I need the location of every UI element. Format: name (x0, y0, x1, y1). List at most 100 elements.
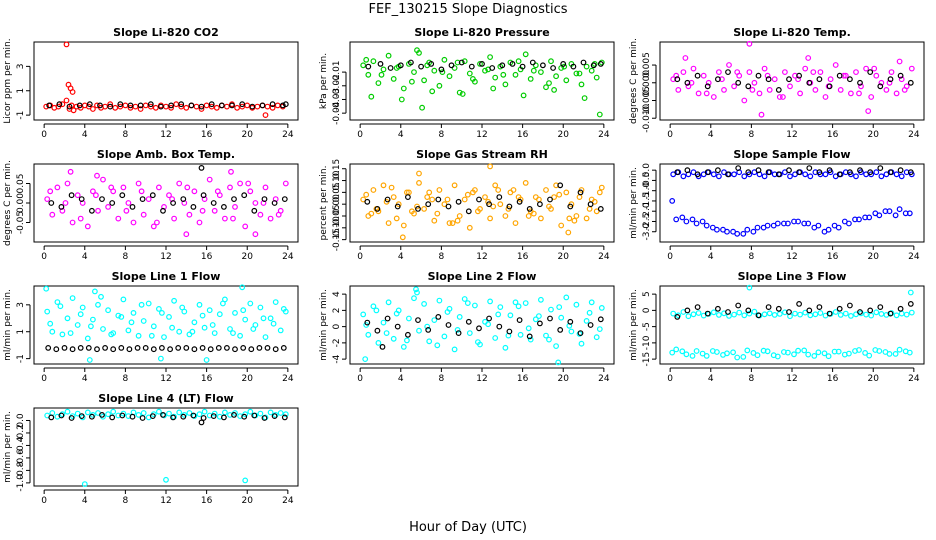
y-axis-label: ml/min per min. (629, 289, 639, 361)
point-colored (492, 182, 499, 189)
point-black (847, 169, 853, 176)
point-black (587, 322, 594, 328)
point-black (435, 314, 442, 320)
point-colored (223, 103, 230, 110)
point-black (66, 103, 73, 110)
point-colored (841, 218, 848, 225)
point-black (684, 167, 691, 174)
point-black (208, 101, 215, 108)
point-black (435, 196, 442, 203)
point-colored (69, 295, 76, 302)
point-black (117, 101, 124, 108)
point-colored (84, 409, 91, 416)
point-black (479, 61, 485, 67)
point-colored (57, 303, 64, 310)
point-colored (67, 330, 74, 337)
y-tick-label: 1 (16, 329, 26, 335)
point-colored (219, 300, 226, 307)
point-colored (571, 217, 578, 224)
scatter-points (360, 47, 605, 118)
point-black (428, 61, 435, 67)
y-axis-label: ml/min per min. (3, 411, 13, 483)
point-colored (411, 295, 417, 302)
point-colored (685, 313, 692, 320)
x-tick-label: 24 (908, 252, 920, 262)
point-black (796, 301, 802, 307)
point-black (137, 102, 144, 109)
point-colored (710, 171, 717, 178)
point-black (99, 412, 105, 418)
point-colored (161, 334, 167, 341)
point-colored (388, 184, 395, 191)
y-tick-label: 0.00 (332, 194, 342, 214)
point-black (139, 415, 146, 421)
point-colored (365, 71, 372, 78)
point-colored (791, 218, 797, 225)
y-axis-label: degrees C per min. (3, 160, 13, 246)
point-colored (500, 71, 507, 78)
point-colored (206, 176, 213, 183)
point-colored (94, 172, 100, 179)
point-colored (444, 196, 451, 203)
point-colored (461, 296, 468, 302)
figure-title: FEF_130215 Slope Diagnostics (368, 2, 567, 17)
point-colored (239, 284, 246, 291)
point-black (178, 101, 185, 108)
point-black (725, 309, 731, 315)
point-black (384, 315, 391, 322)
x-tick-label: 20 (868, 374, 880, 384)
point-colored (472, 302, 478, 309)
point-black (516, 198, 523, 205)
point-colored (147, 103, 154, 110)
point-colored (459, 91, 466, 97)
point-colored (497, 304, 504, 311)
point-black (540, 62, 546, 69)
point-colored (122, 102, 129, 109)
point-colored (703, 222, 710, 229)
x-tick-label: 24 (908, 374, 920, 384)
point-black (458, 59, 465, 66)
point-colored (736, 309, 743, 316)
point-colored (213, 104, 220, 111)
point-colored (115, 312, 122, 319)
point-black (526, 205, 533, 212)
point-colored (780, 94, 786, 100)
point-black (755, 72, 762, 79)
point-colored (832, 309, 839, 315)
y-tick-label: -4 (332, 354, 342, 363)
point-black (281, 196, 288, 203)
point-colored (189, 328, 196, 335)
point-colored (811, 224, 818, 231)
y-tick-label: 0.000 (642, 70, 652, 96)
point-colored (787, 173, 793, 180)
point-colored (434, 342, 441, 349)
point-black (897, 72, 904, 79)
point-colored (406, 315, 412, 322)
point-colored (527, 75, 534, 82)
point-black (127, 102, 134, 109)
point-colored (538, 69, 544, 75)
point-colored (43, 285, 50, 292)
point-black (279, 102, 286, 109)
point-colored (409, 78, 415, 85)
point-colored (456, 89, 463, 96)
point-colored (373, 307, 380, 314)
x-tick-label: 16 (827, 252, 839, 262)
point-colored (565, 229, 572, 236)
chart-panel-5: Slope Sample Flow ml/min per min. 0 4 8 12 16 2… (629, 148, 925, 262)
point-black (190, 203, 197, 210)
point-colored (380, 182, 387, 189)
point-colored (173, 101, 180, 108)
point-black (486, 315, 493, 322)
point-colored (842, 72, 849, 79)
point-black (476, 196, 482, 203)
point-colored (760, 347, 767, 354)
point-colored (525, 213, 532, 219)
point-black (509, 61, 516, 67)
point-colored (556, 191, 563, 198)
point-colored (178, 103, 185, 110)
y-tick-label: -1.0 (16, 474, 26, 492)
point-colored (586, 205, 593, 212)
point-black (786, 309, 792, 315)
plot-frame (349, 41, 615, 121)
